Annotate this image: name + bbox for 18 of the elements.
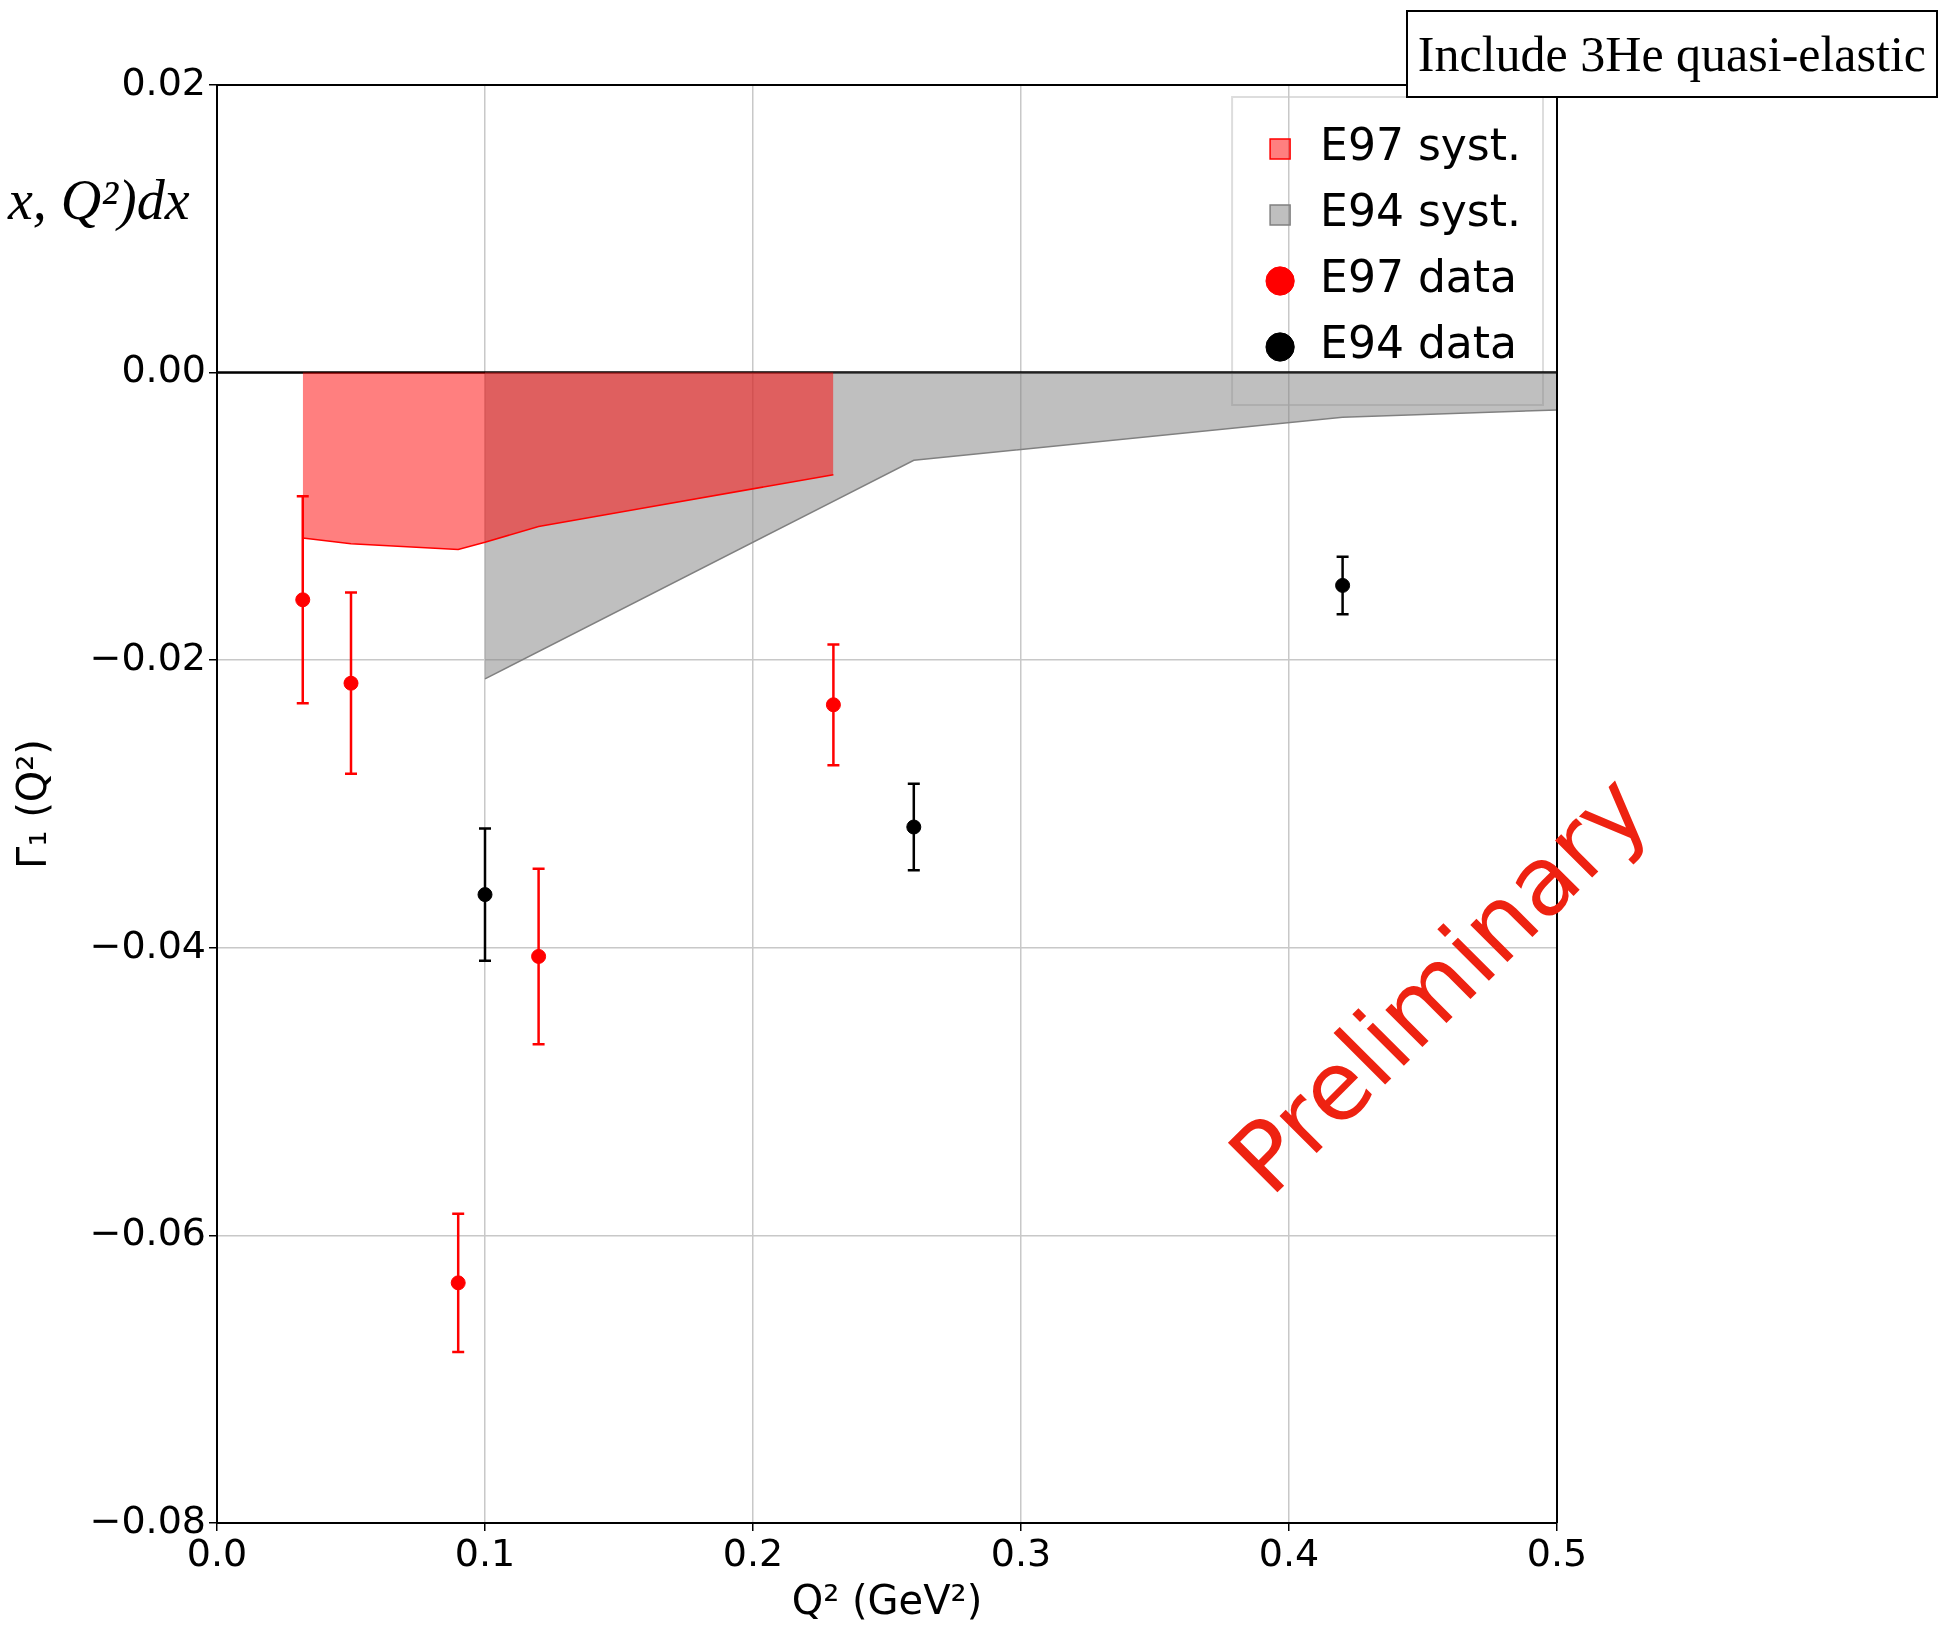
x-tick-label: 0.3	[990, 1530, 1052, 1575]
x-tick-label: 0.4	[1258, 1530, 1320, 1575]
x-tick-label: 0.1	[454, 1530, 516, 1575]
legend-label: E97 data	[1320, 251, 1517, 303]
text: Include 3He quasi-elastic	[1405, 10, 1938, 98]
legend-label: E97 syst.	[1320, 119, 1522, 171]
y-tick-label: −0.06	[89, 1210, 206, 1255]
y-tick-label: 0.00	[121, 347, 206, 392]
x-tick-label: 0.2	[722, 1530, 784, 1575]
x-axis-title: Q² (GeV²)	[791, 1577, 983, 1624]
x-tick-label: 0.5	[1526, 1530, 1588, 1575]
text: x, Q²)dx	[8, 168, 190, 232]
y-tick-label: −0.04	[89, 922, 206, 967]
y-axis-title: Γ₁ (Q²)	[9, 739, 56, 869]
legend-label: E94 syst.	[1320, 185, 1522, 237]
y-tick-label: −0.02	[89, 635, 206, 680]
y-tick-label: 0.02	[121, 59, 206, 104]
legend-label: E94 data	[1320, 317, 1517, 369]
